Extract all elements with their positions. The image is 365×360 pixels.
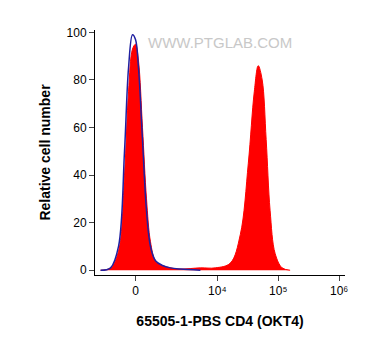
svg-text:10⁶: 10⁶ [330, 284, 348, 298]
svg-text:10⁵: 10⁵ [269, 284, 287, 298]
svg-text:0: 0 [132, 284, 139, 298]
svg-text:Relative cell number: Relative cell number [37, 84, 53, 221]
svg-text:0: 0 [80, 263, 87, 277]
svg-text:WWW.PTGLAB.COM: WWW.PTGLAB.COM [148, 34, 292, 51]
svg-text:20: 20 [73, 216, 87, 230]
svg-text:65505-1-PBS CD4 (OKT4): 65505-1-PBS CD4 (OKT4) [136, 313, 303, 329]
svg-text:100: 100 [67, 26, 87, 40]
svg-text:80: 80 [73, 73, 87, 87]
svg-text:10⁴: 10⁴ [208, 284, 227, 298]
svg-text:40: 40 [73, 168, 87, 182]
svg-text:60: 60 [73, 121, 87, 135]
